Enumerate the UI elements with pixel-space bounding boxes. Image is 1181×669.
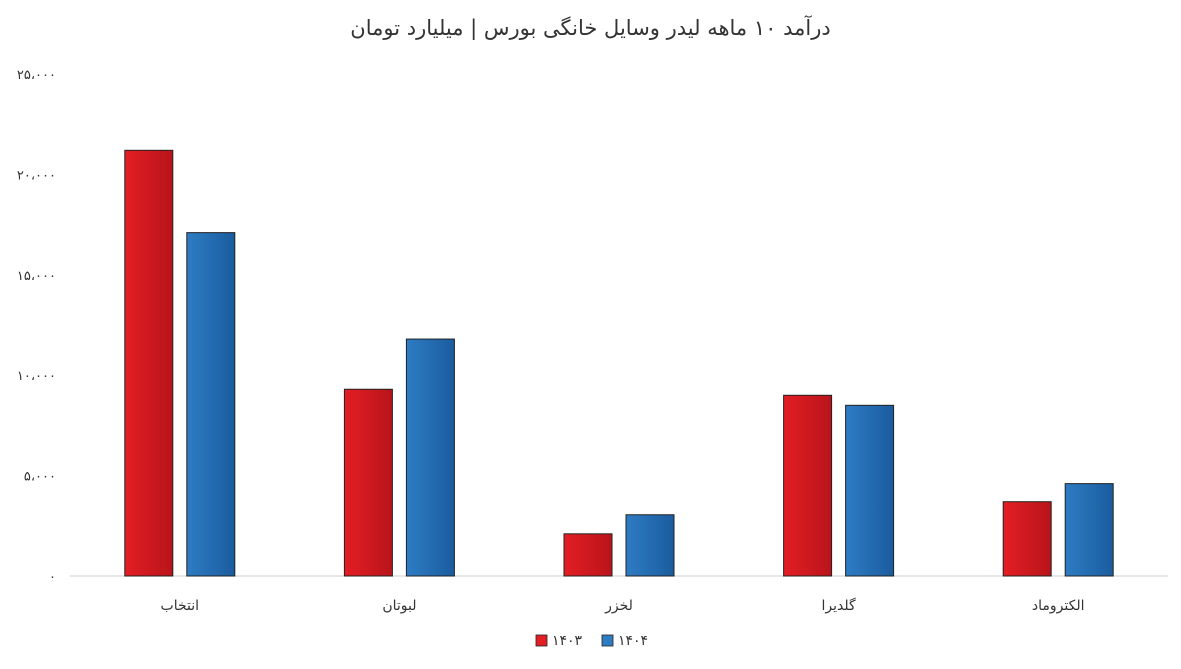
y-tick-label: ۰ [49,570,56,585]
y-tick-label: ۱۰،۰۰۰ [17,369,56,384]
y-tick-label: ۲۰،۰۰۰ [17,168,56,183]
bar-2-0 [563,533,613,577]
x-category-label: گلدیرا [822,597,856,614]
bar-1-0 [343,388,393,577]
x-category-label: الکتروماد [1032,598,1085,614]
bar-1-1 [405,338,455,577]
bar-4-0 [1002,501,1052,577]
bar-0-1 [186,232,236,577]
bar-2-1 [625,514,675,577]
x-category-label: لبوتان [382,598,416,614]
legend-swatch-1 [601,634,614,647]
y-tick-label: ۵،۰۰۰ [24,470,56,485]
bar-3-0 [783,394,833,577]
y-tick-label: ۱۵،۰۰۰ [17,269,56,284]
x-category-label: لخزر [604,598,633,614]
bar-4-1 [1064,483,1114,577]
y-tick-label: ۲۵،۰۰۰ [17,68,56,83]
bar-3-1 [845,404,895,577]
legend-swatch-0 [535,634,548,647]
bar-0-0 [124,149,174,577]
legend-label-1: ۱۴۰۴ [618,633,648,649]
x-category-label: انتخاب [161,598,200,614]
chart-title: درآمد ۱۰ ماهه لیدر وسایل خانگی بورس | می… [350,16,831,40]
legend-label-0: ۱۴۰۳ [552,633,583,649]
